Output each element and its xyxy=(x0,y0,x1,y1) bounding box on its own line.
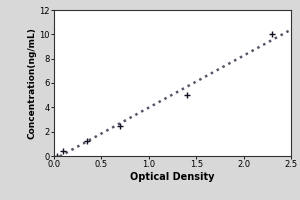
X-axis label: Optical Density: Optical Density xyxy=(130,172,215,182)
Y-axis label: Concentration(ng/mL): Concentration(ng/mL) xyxy=(28,27,37,139)
